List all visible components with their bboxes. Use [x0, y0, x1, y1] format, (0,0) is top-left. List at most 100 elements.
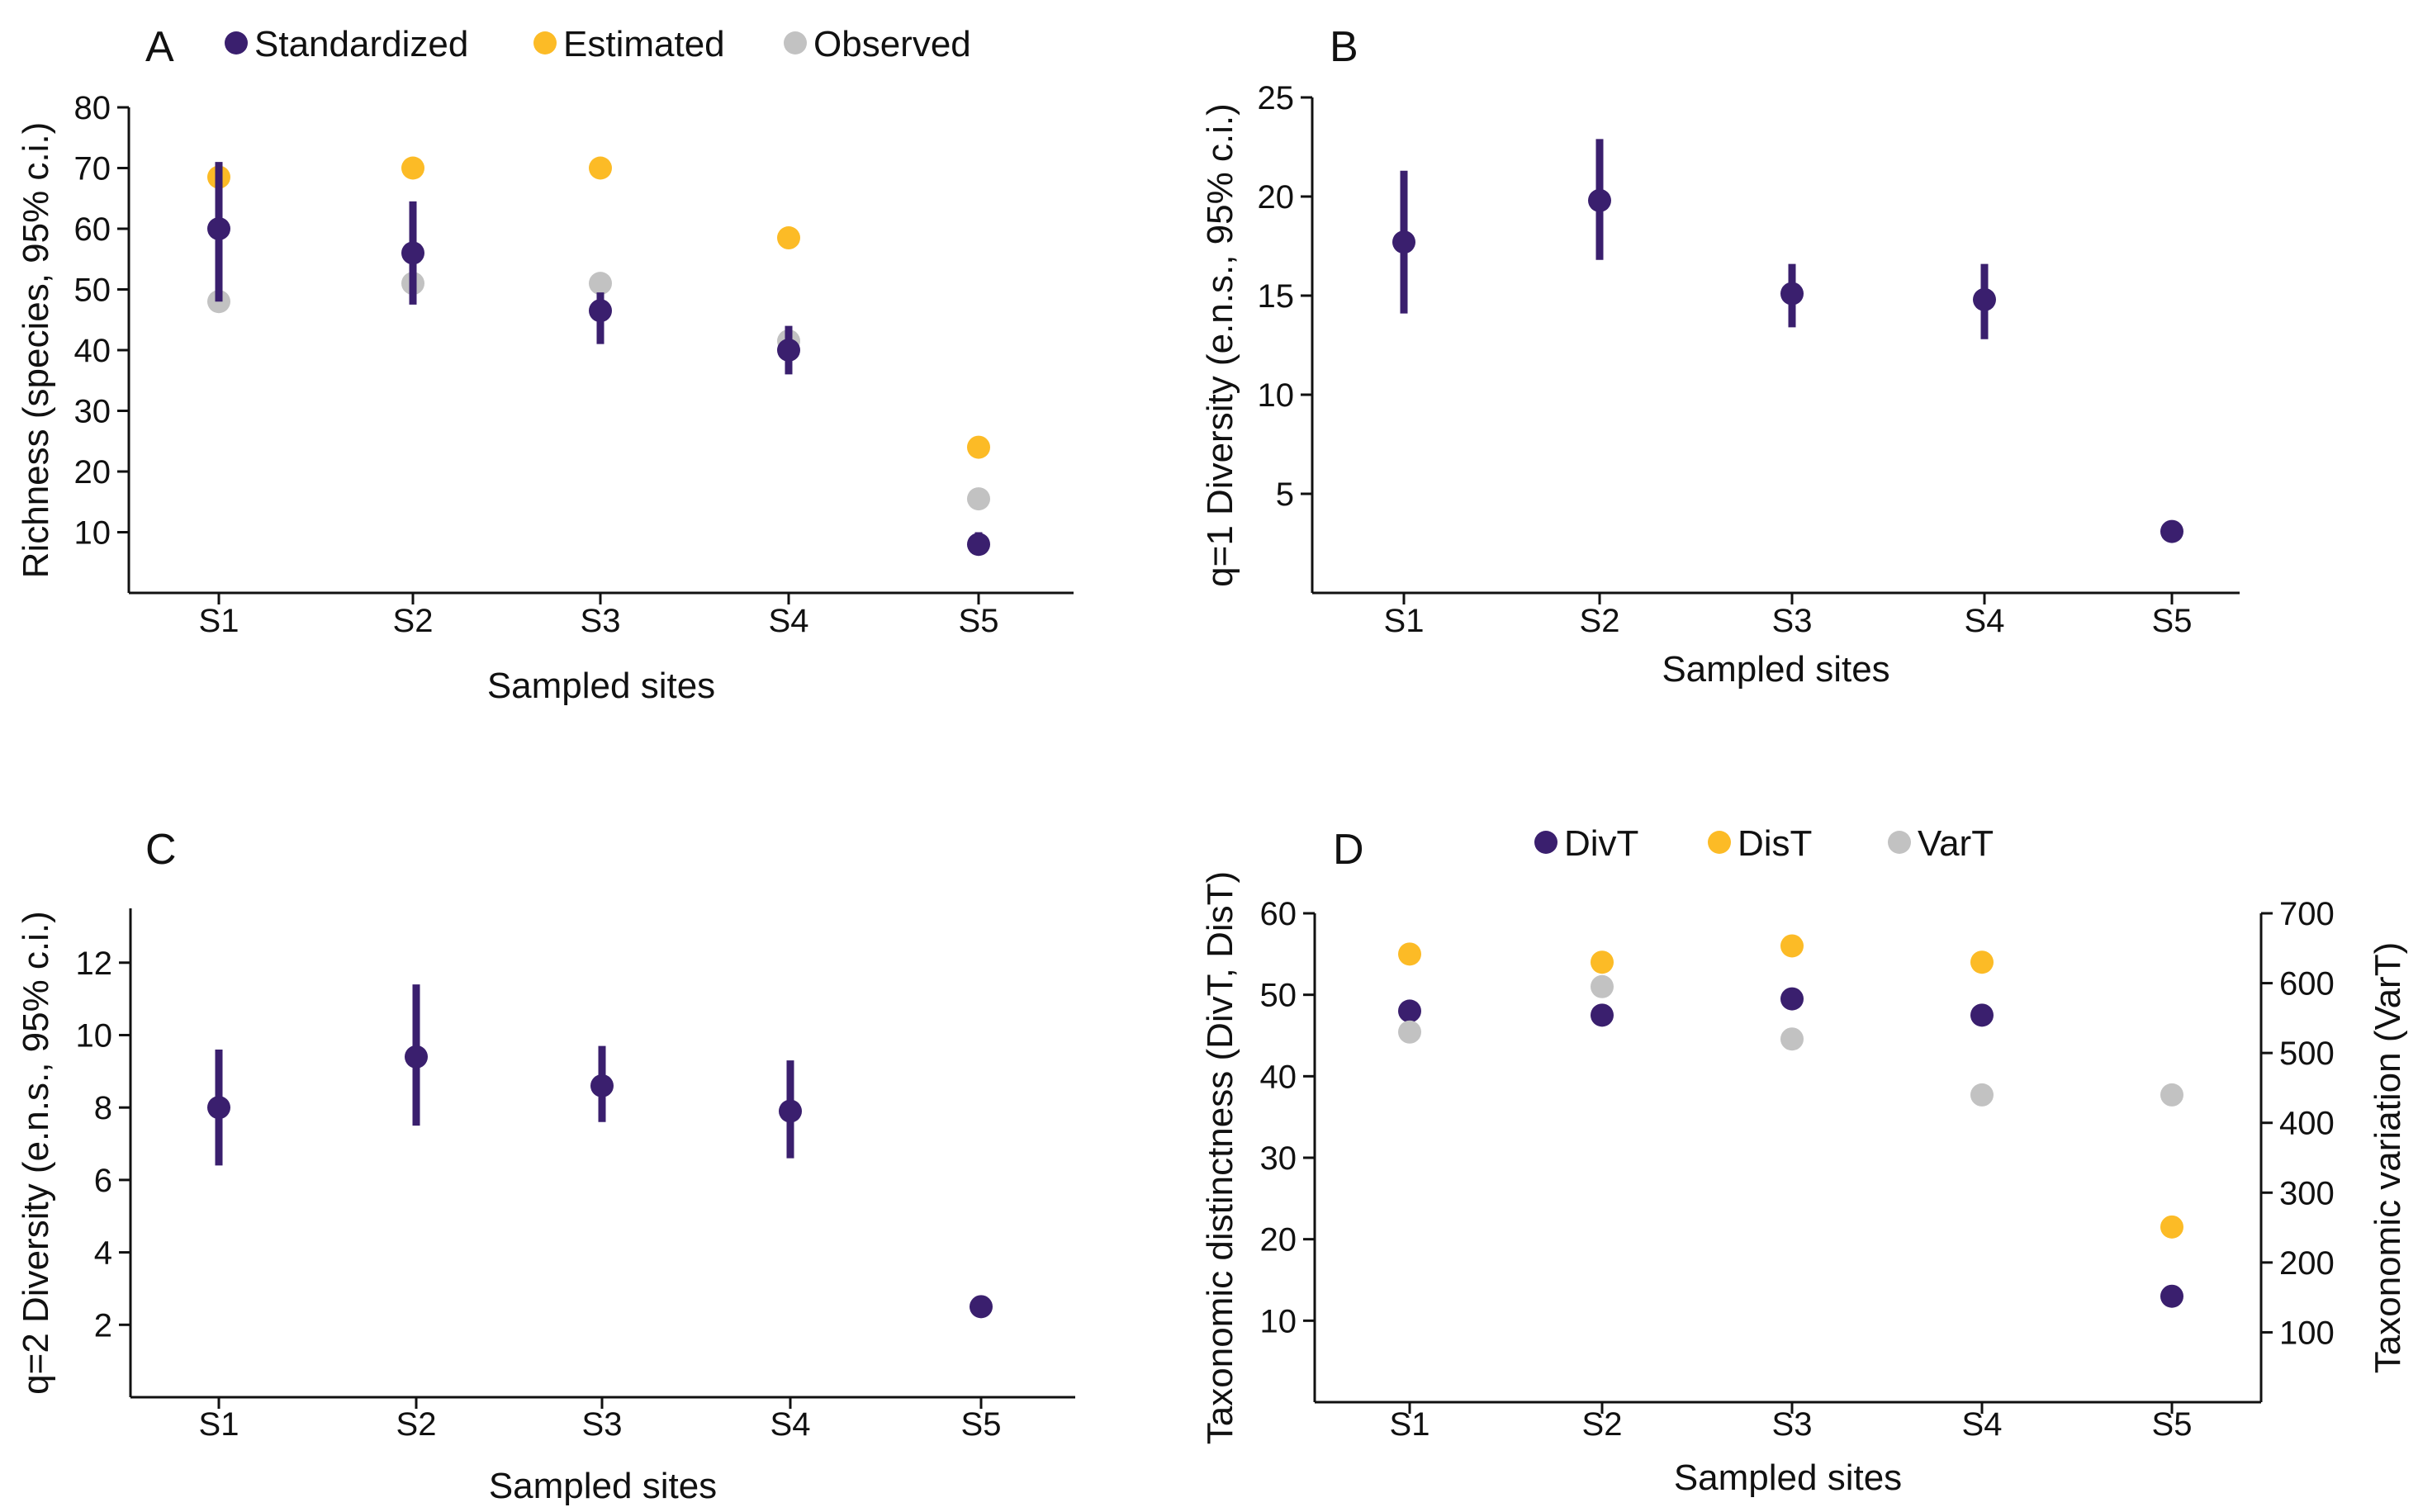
x-tick-label: S2: [1580, 603, 1620, 639]
point-standardized-s5: [2160, 519, 2183, 543]
point-vart-s5: [2160, 1083, 2183, 1107]
y-tick-label: 50: [74, 273, 111, 309]
x-tick-label: S3: [581, 603, 621, 639]
point-standardized-s3: [1780, 282, 1804, 306]
x-tick-label: S5: [2152, 603, 2193, 639]
y-axis-title: q=2 Diversity (e.n.s., 95% c.i.): [16, 911, 56, 1395]
y-tick-label: 4: [94, 1235, 112, 1272]
panel-letter: C: [145, 826, 177, 874]
point-observed-s3: [589, 272, 612, 296]
point-vart-s4: [1970, 1083, 1994, 1107]
point-estimated-s2: [401, 156, 424, 180]
point-divt-s2: [1591, 1003, 1614, 1027]
point-divt-s5: [2160, 1284, 2183, 1308]
point-standardized-s5: [970, 1295, 993, 1319]
y-tick-label: 20: [1260, 1222, 1297, 1258]
x-tick-label: S1: [1390, 1406, 1430, 1443]
y-tick-label: 10: [1258, 377, 1295, 414]
y-right-tick-label: 300: [2279, 1175, 2335, 1211]
x-axis-title: Sampled sites: [489, 1466, 717, 1506]
y-right-tick-label: 600: [2279, 966, 2335, 1002]
legend-marker-vart: [1888, 831, 1911, 854]
point-divt-s3: [1780, 987, 1804, 1011]
x-tick-label: S4: [1962, 1406, 2003, 1443]
y-right-tick-label: 500: [2279, 1036, 2335, 1072]
point-dist-s3: [1780, 934, 1804, 958]
point-standardized-s3: [589, 299, 612, 323]
legend-label-standardized: Standardized: [254, 24, 468, 64]
y-tick-label: 40: [74, 333, 111, 369]
legend-label-dist: DisT: [1738, 823, 1812, 864]
legend-label-vart: VarT: [1918, 823, 1994, 864]
y-tick-label: 20: [74, 454, 111, 491]
x-tick-label: S2: [396, 1406, 437, 1443]
x-tick-label: S1: [1384, 603, 1425, 639]
legend-label-divt: DivT: [1564, 823, 1638, 864]
y-axis-right-title: Taxonomic variation (VarT): [2368, 942, 2408, 1373]
y-axis-title: Richness (species, 95% c.i.): [16, 122, 56, 579]
x-tick-label: S5: [961, 1406, 1002, 1443]
point-observed-s5: [967, 487, 990, 511]
panel-d: D 10 20 30 40 50 60 100 200 300 400 500 600 700 Taxono…: [1200, 823, 2408, 1498]
y-right-tick-label: 700: [2279, 896, 2335, 932]
point-vart-s1: [1398, 1020, 1421, 1044]
y-tick-label: 8: [94, 1090, 112, 1126]
y-axis-title: q=1 Diversity (e.n.s., 95% c.i.): [1200, 103, 1240, 587]
x-tick-label: S5: [2152, 1406, 2193, 1443]
y-tick-label: 10: [74, 515, 111, 552]
point-standardized-s2: [405, 1045, 428, 1069]
y-tick-label: 10: [76, 1017, 113, 1054]
legend-label-observed: Observed: [813, 24, 971, 64]
legend-marker-observed: [784, 31, 807, 55]
y-tick-label: 2: [94, 1307, 112, 1344]
x-tick-label: S4: [1965, 603, 2005, 639]
point-vart-s3: [1780, 1027, 1804, 1051]
y-tick-label: 60: [1260, 896, 1297, 932]
point-dist-s5: [2160, 1215, 2183, 1239]
x-tick-label: S4: [770, 1406, 811, 1443]
legend-label-estimated: Estimated: [563, 24, 725, 64]
y-tick-label: 30: [1260, 1140, 1297, 1177]
y-axis-title: Taxonomic distinctness (DivT, DisT): [1200, 871, 1240, 1444]
y-tick-label: 10: [1260, 1303, 1297, 1339]
point-estimated-s4: [777, 226, 800, 250]
point-standardized-s2: [401, 241, 424, 265]
y-tick-label: 5: [1276, 476, 1294, 513]
point-standardized-s1: [1392, 230, 1415, 254]
y-tick-label: 50: [1260, 978, 1297, 1014]
point-estimated-s5: [967, 435, 990, 459]
y-tick-label: 20: [1258, 179, 1295, 216]
point-dist-s1: [1398, 942, 1421, 966]
y-right-tick-label: 200: [2279, 1245, 2335, 1282]
point-standardized-s1: [207, 1096, 230, 1120]
x-tick-label: S3: [1772, 1406, 1813, 1443]
x-tick-label: S4: [769, 603, 809, 639]
panel-letter: A: [145, 23, 174, 71]
y-tick-label: 12: [76, 946, 113, 982]
point-dist-s4: [1970, 950, 1994, 974]
y-tick-label: 15: [1258, 278, 1295, 315]
x-axis-title: Sampled sites: [1662, 649, 1889, 690]
point-estimated-s3: [589, 156, 612, 180]
y-tick-label: 40: [1260, 1059, 1297, 1095]
y-tick-label: 30: [74, 394, 111, 430]
y-tick-label: 60: [74, 211, 111, 248]
x-tick-label: S3: [582, 1406, 623, 1443]
x-tick-label: S1: [199, 603, 239, 639]
y-tick-label: 80: [74, 90, 111, 126]
point-standardized-s4: [1973, 287, 1996, 311]
x-tick-label: S2: [393, 603, 434, 639]
point-divt-s1: [1398, 999, 1421, 1023]
panel-b: B 5 10 15 20 25 S1 S2 S3 S4 S5 Sampled sites q=1 Div…: [1200, 23, 2240, 690]
point-standardized-s3: [590, 1074, 614, 1097]
y-tick-label: 70: [74, 151, 111, 187]
legend-marker-divt: [1534, 831, 1557, 854]
legend-marker-standardized: [225, 31, 248, 55]
y-right-tick-label: 100: [2279, 1315, 2335, 1351]
y-right-tick-label: 400: [2279, 1106, 2335, 1142]
panel-a: A 10 20 30 40 50 60 70 80 S1 S2 S3 S4 S5 Sampled sites…: [16, 23, 1074, 706]
point-divt-s4: [1970, 1003, 1994, 1027]
x-axis-title: Sampled sites: [1674, 1457, 1902, 1498]
panel-letter: B: [1330, 23, 1358, 71]
